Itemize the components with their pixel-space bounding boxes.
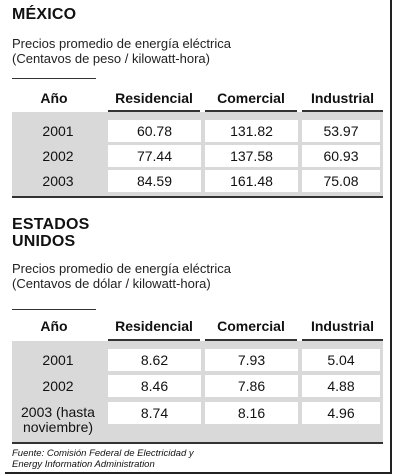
usa-row2-comercial: 7.86 <box>205 375 298 397</box>
mexico-col-year: Año <box>40 90 68 106</box>
source-line1: Fuente: Comisión Federal de Electricidad… <box>12 448 194 459</box>
usa-hdr-line-res <box>108 339 200 341</box>
mexico-subtitle-line2: (Centavos de peso / kilowatt-hora) <box>12 51 210 66</box>
mexico-row2-residencial: 77.44 <box>108 145 201 167</box>
mexico-row2-industrial: 60.93 <box>302 145 380 167</box>
mexico-col-comercial: Comercial <box>217 90 285 106</box>
usa-row3-year-line1: 2003 (hasta <box>21 404 95 420</box>
usa-row3-year-line2: noviembre) <box>22 419 94 435</box>
mexico-row3-comercial: 161.48 <box>205 170 298 192</box>
usa-rule <box>12 309 96 310</box>
mexico-hdr-line-com <box>205 110 297 112</box>
usa-subtitle-line1: Precios promedio de energía eléctrica <box>12 261 231 276</box>
mexico-row1-industrial: 53.97 <box>302 120 380 142</box>
usa-col-year: Año <box>40 318 68 334</box>
mexico-hdr-line-ind <box>302 110 383 112</box>
usa-col-comercial: Comercial <box>217 318 285 334</box>
source-note: Fuente: Comisión Federal de Electricidad… <box>12 448 194 470</box>
mexico-row3-residencial: 84.59 <box>108 170 201 192</box>
usa-hdr-line-ind <box>302 339 383 341</box>
usa-row3-year: 2003 (hasta noviembre) <box>12 402 104 438</box>
usa-col-residencial: Residencial <box>115 318 193 334</box>
usa-row1-residencial: 8.62 <box>108 349 201 371</box>
usa-col-industrial: Industrial <box>310 318 374 334</box>
usa-row2-residencial: 8.46 <box>108 375 201 397</box>
mexico-row1-residencial: 60.78 <box>108 120 201 142</box>
mexico-row1-year: 2001 <box>42 122 74 139</box>
usa-table-bottom-line <box>12 442 383 444</box>
mexico-rule <box>12 78 96 79</box>
mexico-row2-year: 2002 <box>42 147 74 164</box>
usa-hdr-line-com <box>205 339 297 341</box>
mexico-table-bottom-line <box>12 196 383 198</box>
mexico-title: MÉXICO <box>12 6 77 23</box>
usa-subtitle-line2: (Centavos de dólar / kilowatt-hora) <box>12 276 211 291</box>
usa-row2-industrial: 4.88 <box>302 375 380 397</box>
mexico-subtitle-line1: Precios promedio de energía eléctrica <box>12 36 231 51</box>
mexico-row2-comercial: 137.58 <box>205 145 298 167</box>
usa-row1-industrial: 5.04 <box>302 349 380 371</box>
mexico-col-industrial: Industrial <box>310 90 374 106</box>
usa-row3-comercial: 8.16 <box>205 402 298 424</box>
usa-row1-comercial: 7.93 <box>205 349 298 371</box>
mexico-row3-industrial: 75.08 <box>302 170 380 192</box>
mexico-row3-year: 2003 <box>42 172 74 189</box>
usa-row3-industrial: 4.96 <box>302 402 380 424</box>
mexico-hdr-line-res <box>108 110 200 112</box>
mexico-row1-comercial: 131.82 <box>205 120 298 142</box>
usa-row2-year: 2002 <box>42 377 74 394</box>
source-line2: Energy Information Administration <box>12 459 155 470</box>
usa-title-line1: ESTADOS <box>12 216 90 233</box>
infographic-frame <box>5 0 392 474</box>
usa-row3-residencial: 8.74 <box>108 402 201 424</box>
mexico-col-residencial: Residencial <box>115 90 193 106</box>
usa-title-line2: UNIDOS <box>12 233 76 250</box>
usa-row1-year: 2001 <box>42 351 74 368</box>
